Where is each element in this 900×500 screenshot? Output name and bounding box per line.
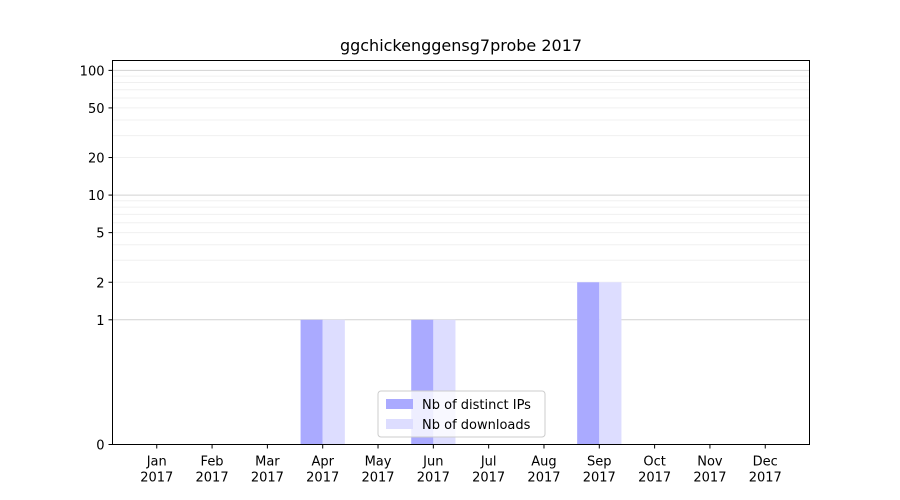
x-tick-label: Jun 2017 <box>417 455 450 486</box>
legend-swatch <box>386 399 413 409</box>
x-tick-label: Oct 2017 <box>638 455 671 486</box>
x-tick-label: Feb 2017 <box>196 455 229 486</box>
bar <box>322 319 345 445</box>
x-tick-label: Jan 2017 <box>140 455 173 486</box>
legend-label: Nb of distinct IPs <box>422 398 531 413</box>
plot-area-frame <box>112 60 810 445</box>
x-tick-label: Mar 2017 <box>251 455 284 486</box>
bar <box>577 282 600 445</box>
legend: Nb of distinct IPs Nb of downloads <box>377 390 546 438</box>
legend-swatch <box>386 419 413 429</box>
x-tick-label: Apr 2017 <box>306 455 339 486</box>
x-tick-label: Dec 2017 <box>749 455 782 486</box>
x-tick-label: May 2017 <box>361 455 394 486</box>
bar <box>300 319 323 445</box>
x-tick-label: Nov 2017 <box>693 455 726 486</box>
grid-lines <box>112 69 810 321</box>
x-tick-label: Jul 2017 <box>472 455 505 486</box>
y-tick-label: 20 <box>88 152 105 167</box>
axis-ticks: 0 1 2 5 10 20 50 100 Jan 2017 Feb 2017 Mar 2017 Apr 201… <box>80 64 782 485</box>
legend-box <box>377 390 546 438</box>
chart-title: ggchickenggensg7probe 2017 <box>340 36 582 55</box>
legend-label: Nb of downloads <box>422 418 531 433</box>
y-tick-label: 50 <box>88 102 105 117</box>
x-tick-label: Sep 2017 <box>583 455 616 486</box>
y-tick-label: 2 <box>96 276 104 291</box>
y-tick-label: 10 <box>88 189 105 204</box>
y-tick-label: 5 <box>96 227 104 242</box>
y-tick-label: 0 <box>96 439 104 454</box>
x-tick-label: Aug 2017 <box>527 455 560 486</box>
y-tick-label: 1 <box>96 314 104 329</box>
y-tick-label: 100 <box>80 64 105 79</box>
bar <box>599 282 622 445</box>
